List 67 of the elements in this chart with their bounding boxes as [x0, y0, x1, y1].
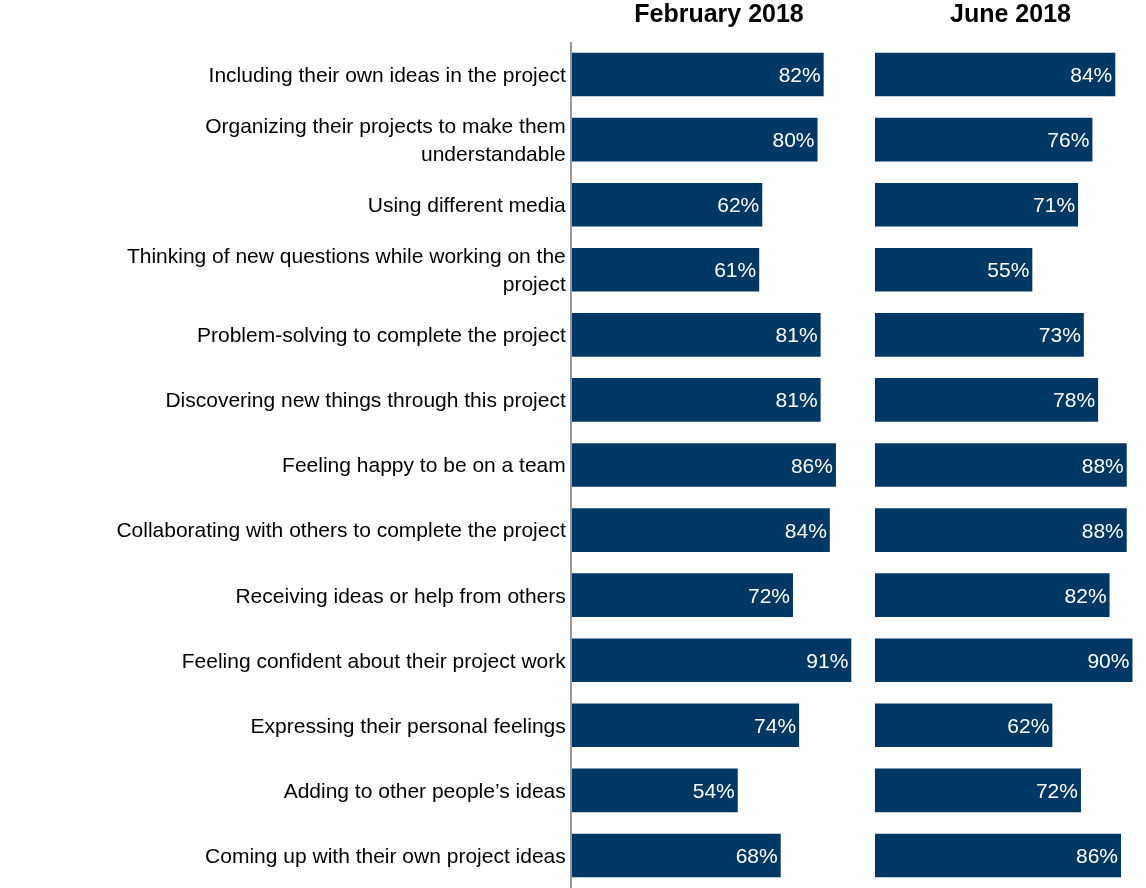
data-label: 82%	[1064, 583, 1107, 607]
bar	[572, 638, 852, 683]
data-label: 90%	[1087, 648, 1130, 672]
bar	[875, 508, 1127, 552]
bar	[875, 703, 1053, 748]
bar	[572, 768, 738, 813]
bar	[572, 182, 763, 227]
bar	[875, 247, 1033, 292]
bar	[875, 573, 1110, 617]
bar	[572, 247, 760, 292]
y-tick-label: Receiving ideas or help from others	[235, 583, 566, 607]
data-label: 71%	[1033, 193, 1076, 217]
y-tick-label: Thinking of new questions while working on the project	[126, 244, 566, 295]
bar	[875, 768, 1081, 813]
bar	[572, 508, 830, 552]
y-tick-label: Organizing their projects to make them understandable	[205, 114, 566, 165]
bar	[572, 703, 800, 748]
y-tick-label: Discovering new things through this project	[165, 388, 566, 412]
data-label: 86%	[790, 453, 833, 477]
data-label: 72%	[1035, 778, 1078, 802]
bar	[572, 443, 836, 487]
data-label: 55%	[987, 258, 1030, 282]
data-label: 62%	[1007, 713, 1050, 737]
data-label: 62%	[717, 193, 760, 217]
data-label: 74%	[754, 713, 797, 737]
y-tick-label: Including their own ideas in the project	[208, 62, 566, 86]
data-label: 86%	[1075, 843, 1119, 867]
bar	[572, 378, 821, 422]
y-tick-label: Coming up with their own project ideas	[205, 843, 566, 867]
data-label: 81%	[775, 388, 818, 412]
data-label: 78%	[1053, 388, 1096, 412]
bar	[875, 378, 1099, 422]
data-label: 84%	[1070, 63, 1113, 87]
y-tick-label: Problem-solving to complete the project	[196, 323, 566, 347]
bar	[572, 313, 821, 357]
data-label: 76%	[1047, 128, 1090, 152]
bar	[875, 117, 1093, 162]
data-label: 88%	[1081, 453, 1124, 477]
data-label: 72%	[747, 583, 790, 607]
y-tick-label: Collaborating with others to complete the project	[116, 518, 566, 542]
bar	[875, 313, 1084, 357]
bar	[875, 52, 1116, 97]
data-label: 54%	[692, 778, 735, 802]
bar	[875, 833, 1122, 878]
y-tick-label: Expressing their personal feelings	[250, 713, 566, 737]
data-label: 81%	[775, 323, 818, 347]
bar	[572, 573, 793, 617]
data-label: 73%	[1038, 323, 1081, 347]
y-tick-label: Adding to other people’s ideas	[283, 778, 566, 802]
data-label: 82%	[778, 63, 821, 87]
bar	[875, 443, 1127, 487]
data-label: 80%	[772, 128, 815, 152]
data-label: 68%	[735, 843, 778, 867]
data-label: 91%	[806, 648, 849, 672]
data-label: 61%	[714, 258, 757, 282]
data-label: 88%	[1081, 518, 1124, 542]
chart-title: June 2018	[950, 0, 1072, 27]
y-tick-label: Using different media	[367, 193, 567, 217]
y-tick-label: Feeling happy to be on a team	[282, 453, 566, 477]
bar	[875, 638, 1133, 683]
bar	[572, 52, 824, 97]
data-label: 84%	[784, 518, 827, 542]
bar	[875, 182, 1079, 227]
bar	[572, 833, 781, 878]
y-tick-label: Feeling confident about their project work	[181, 648, 567, 672]
bar	[572, 117, 818, 162]
chart-title: February 2018	[634, 0, 804, 27]
